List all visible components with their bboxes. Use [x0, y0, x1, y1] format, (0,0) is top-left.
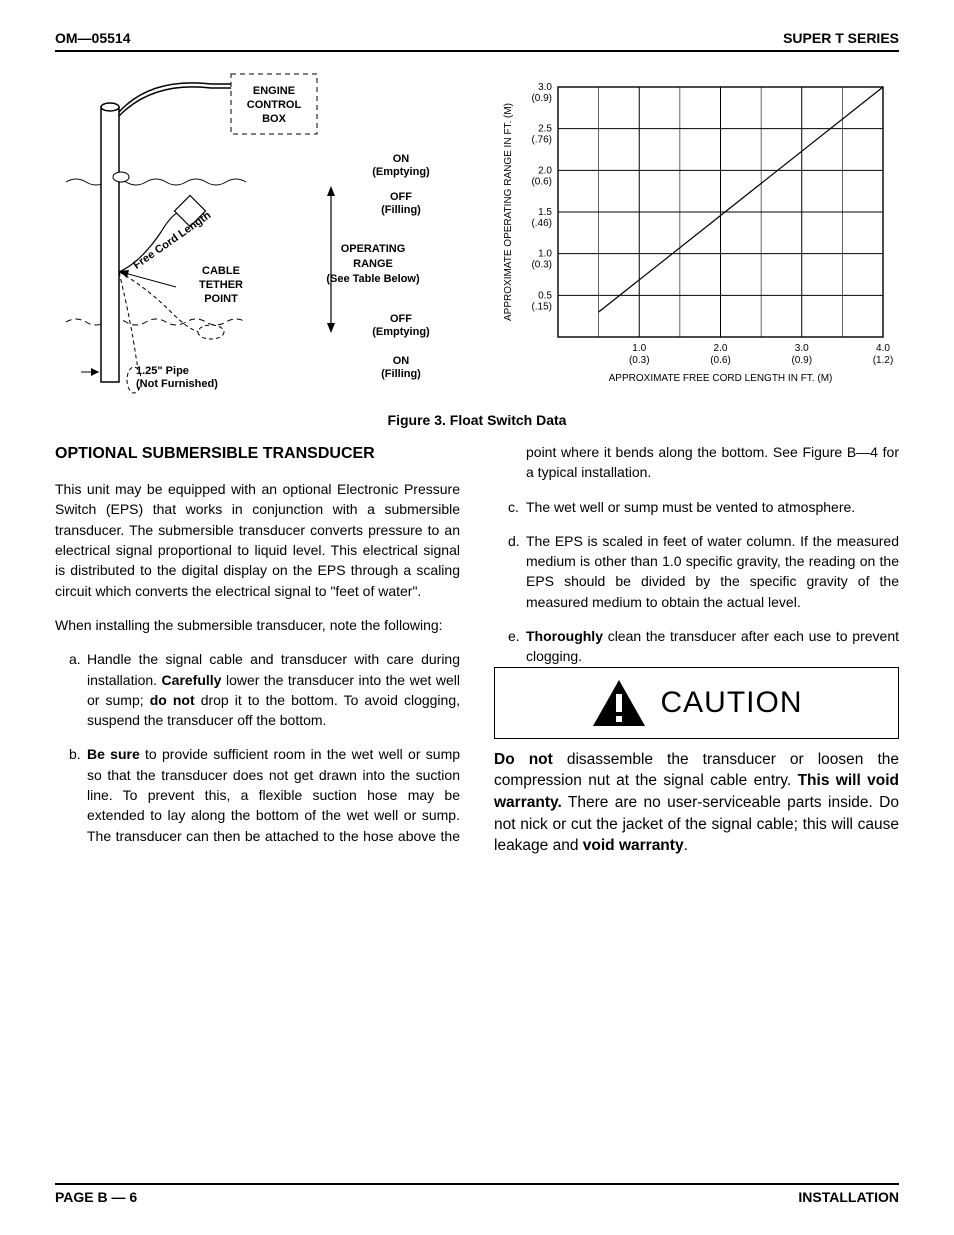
svg-text:(Not Furnished): (Not Furnished): [136, 378, 218, 390]
svg-text:(Filling): (Filling): [381, 368, 421, 380]
svg-text:(.46): (.46): [531, 218, 552, 229]
svg-text:0.5: 0.5: [538, 290, 552, 301]
svg-text:(0.9): (0.9): [531, 93, 552, 104]
list-item-a: a. Handle the signal cable and transduce…: [69, 649, 460, 730]
svg-text:1.5: 1.5: [538, 207, 552, 218]
list-item-e: e. Thoroughly clean the transducer after…: [508, 626, 899, 667]
svg-text:OPERATING: OPERATING: [341, 243, 406, 255]
svg-text:(1.2): (1.2): [873, 355, 894, 366]
svg-text:CONTROL: CONTROL: [247, 99, 302, 111]
svg-text:(0.3): (0.3): [531, 260, 552, 271]
svg-text:ON: ON: [393, 153, 410, 165]
svg-text:APPROXIMATE OPERATING RANGE IN: APPROXIMATE OPERATING RANGE IN FT. (M): [503, 103, 514, 321]
svg-text:1.25" Pipe: 1.25" Pipe: [136, 365, 189, 377]
svg-text:(.76): (.76): [531, 135, 552, 146]
float-switch-diagram: ENGINE CONTROL BOX Free Cord: [55, 72, 467, 402]
footer-left: PAGE B — 6: [55, 1189, 137, 1205]
svg-text:2.0: 2.0: [538, 165, 552, 176]
paragraph-2: When installing the submersible transduc…: [55, 615, 460, 635]
svg-text:APPROXIMATE FREE CORD LENGTH I: APPROXIMATE FREE CORD LENGTH IN FT. (M): [609, 373, 833, 384]
svg-text:(0.6): (0.6): [710, 355, 731, 366]
figure-row: ENGINE CONTROL BOX Free Cord: [55, 72, 899, 402]
svg-text:OFF: OFF: [390, 313, 412, 325]
chart-operating-range: 1.0(0.3)2.0(0.6)3.0(0.9)4.0(1.2)0.5(.15)…: [487, 72, 899, 402]
svg-text:4.0: 4.0: [876, 343, 890, 354]
svg-text:(.15): (.15): [531, 301, 552, 312]
warning-icon: [591, 678, 647, 728]
caution-text: Do not disassemble the transducer or loo…: [494, 749, 899, 857]
svg-text:(0.3): (0.3): [629, 355, 650, 366]
svg-text:1.0: 1.0: [632, 343, 646, 354]
svg-text:(Filling): (Filling): [381, 204, 421, 216]
svg-text:(Emptying): (Emptying): [372, 166, 430, 178]
svg-text:2.5: 2.5: [538, 124, 552, 135]
paragraph-1: This unit may be equipped with an option…: [55, 479, 460, 601]
svg-text:BOX: BOX: [262, 113, 287, 125]
svg-text:RANGE: RANGE: [353, 258, 393, 270]
header-right: SUPER T SERIES: [783, 30, 899, 46]
body-columns: OPTIONAL SUBMERSIBLE TRANSDUCER This uni…: [55, 442, 899, 866]
svg-text:(0.9): (0.9): [791, 355, 812, 366]
svg-text:CABLE: CABLE: [202, 265, 240, 277]
svg-text:(Emptying): (Emptying): [372, 326, 430, 338]
header-left: OM—05514: [55, 30, 130, 46]
page-footer: PAGE B — 6 INSTALLATION: [55, 1183, 899, 1205]
svg-text:3.0: 3.0: [538, 82, 552, 93]
svg-text:1.0: 1.0: [538, 249, 552, 260]
list-item-d: d. The EPS is scaled in feet of water co…: [508, 531, 899, 612]
svg-text:Free Cord Length: Free Cord Length: [131, 209, 213, 272]
svg-text:(0.6): (0.6): [531, 176, 552, 187]
svg-text:ON: ON: [393, 355, 410, 367]
figure-caption: Figure 3. Float Switch Data: [55, 412, 899, 428]
list-item-c: c. The wet well or sump must be vented t…: [508, 497, 899, 517]
svg-text:OFF: OFF: [390, 191, 412, 203]
svg-text:POINT: POINT: [204, 293, 238, 305]
svg-text:3.0: 3.0: [795, 343, 809, 354]
caution-title: CAUTION: [661, 681, 803, 725]
section-title: OPTIONAL SUBMERSIBLE TRANSDUCER: [55, 442, 460, 465]
caution-box: CAUTION: [494, 667, 899, 739]
svg-text:TETHER: TETHER: [199, 279, 243, 291]
svg-text:(See Table Below): (See Table Below): [326, 273, 420, 285]
page-header: OM—05514 SUPER T SERIES: [55, 30, 899, 52]
svg-text:2.0: 2.0: [714, 343, 728, 354]
svg-text:ENGINE: ENGINE: [253, 85, 295, 97]
footer-right: INSTALLATION: [798, 1189, 899, 1205]
